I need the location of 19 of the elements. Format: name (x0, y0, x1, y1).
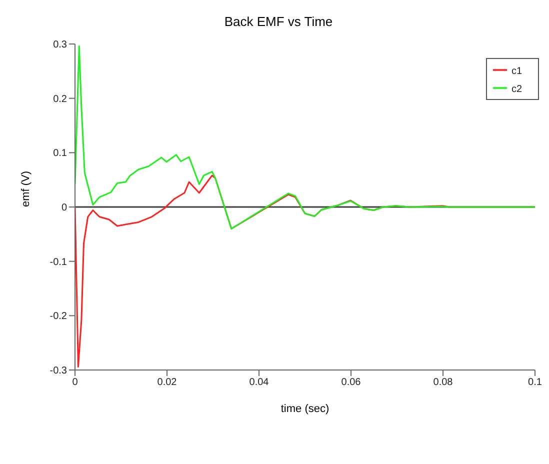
y-tick-label: 0.3 (53, 40, 68, 51)
y-tick-label: -0.2 (50, 311, 68, 322)
legend-label: c1 (511, 66, 522, 77)
y-tick-label: 0.2 (53, 94, 68, 105)
x-tick-label: 0.1 (528, 377, 542, 388)
legend-label: c2 (511, 84, 522, 95)
x-axis-title: time (sec) (280, 403, 330, 415)
y-tick-label: 0 (61, 202, 68, 214)
line-series (75, 45, 535, 230)
y-axis-title: emf (V) (20, 170, 32, 207)
x-tick-label: 0.04 (249, 377, 270, 388)
x-tick-label: 0.06 (341, 377, 362, 388)
x-tick-label: 0.08 (433, 377, 454, 388)
chart-title: Back EMF vs Time (223, 14, 334, 29)
y-tick-label: -0.1 (50, 256, 68, 268)
y-tick-label: 0.1 (53, 148, 68, 160)
y-tick-label: -0.3 (50, 366, 68, 377)
x-tick-label: 0.02 (157, 377, 178, 388)
x-tick-label: 0 (72, 377, 78, 388)
